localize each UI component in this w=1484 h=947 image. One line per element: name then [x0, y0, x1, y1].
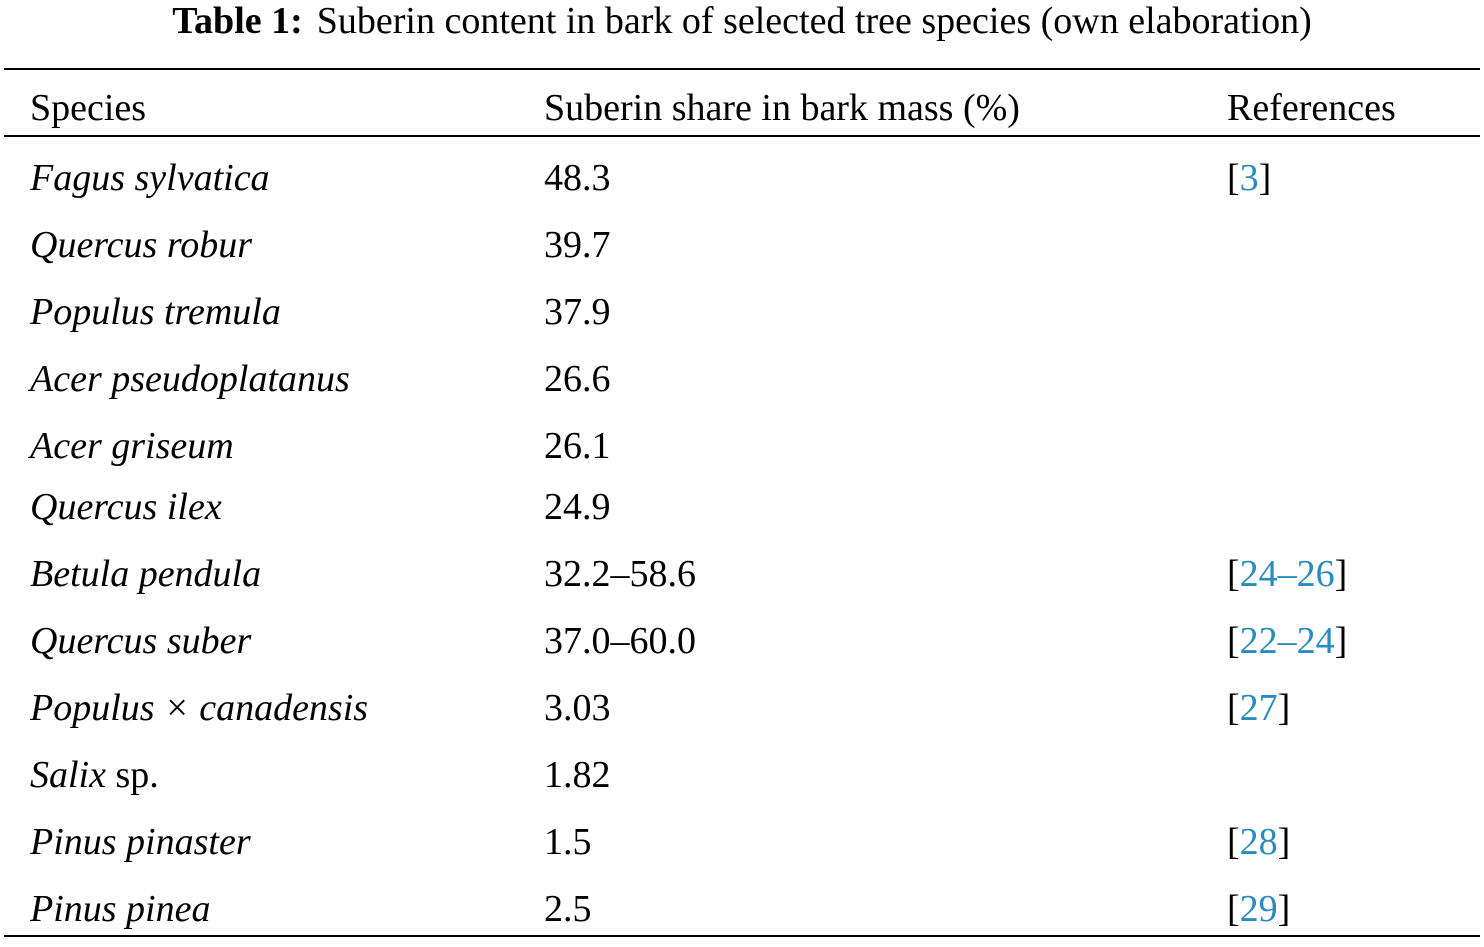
- suberin-share-value: 48.3: [544, 157, 611, 199]
- reference-close-bracket: ]: [1277, 687, 1291, 729]
- species-name: Acer pseudoplatanus: [30, 358, 350, 400]
- reference-link[interactable]: 26: [1296, 553, 1335, 595]
- suberin-share-value: 3.03: [544, 687, 611, 729]
- suberin-share-value: 2.5: [544, 888, 592, 930]
- reference-link[interactable]: 22: [1239, 620, 1278, 662]
- table-row: Acer pseudoplatanus 26.6: [0, 357, 1484, 417]
- reference-close-bracket: ]: [1258, 157, 1272, 199]
- suberin-share-value: 1.5: [544, 821, 592, 863]
- species-cell: Betula pendula: [30, 552, 261, 596]
- species-name: Acer griseum: [30, 425, 234, 467]
- reference-open-bracket: [: [1227, 157, 1240, 199]
- reference-open-bracket: [: [1227, 888, 1240, 930]
- table-row: Quercus robur 39.7: [0, 223, 1484, 283]
- species-cell: Quercus suber: [30, 619, 251, 663]
- reference-open-bracket: [: [1227, 821, 1240, 863]
- species-name: Fagus sylvatica: [30, 157, 270, 199]
- reference-open-bracket: [: [1227, 553, 1240, 595]
- table-row: Populus tremula 37.9: [0, 290, 1484, 350]
- species-name: Pinus pinea: [30, 888, 211, 930]
- table-row: Pinus pinea 2.5 [29]: [0, 887, 1484, 947]
- table-row: Pinus pinaster 1.5 [28]: [0, 820, 1484, 880]
- suberin-share-value: 37.9: [544, 291, 611, 333]
- reference-range-dash: –: [1277, 553, 1297, 595]
- reference-close-bracket: ]: [1334, 620, 1348, 662]
- reference-open-bracket: [: [1227, 620, 1240, 662]
- species-cell: Pinus pinaster: [30, 820, 251, 864]
- table-row: Quercus ilex 24.9: [0, 485, 1484, 545]
- suberin-share-value: 1.82: [544, 754, 611, 796]
- table-top-rule: [4, 68, 1480, 70]
- table-row: Populus × canadensis 3.03 [27]: [0, 686, 1484, 746]
- species-cell: Pinus pinea: [30, 887, 210, 931]
- column-header-suberin-share: Suberin share in bark mass (%): [544, 87, 1020, 129]
- table-row: Acer griseum 26.1: [0, 424, 1484, 484]
- species-name: Populus × canadensis: [30, 687, 369, 729]
- suberin-share-value: 32.2–58.6: [544, 553, 696, 595]
- reference-link[interactable]: 28: [1239, 821, 1278, 863]
- caption-text: Suberin content in bark of selected tree…: [316, 0, 1312, 42]
- reference-close-bracket: ]: [1334, 553, 1348, 595]
- suberin-share-value: 37.0–60.0: [544, 620, 696, 662]
- reference-cell: [3]: [1227, 156, 1271, 200]
- suberin-share-value: 26.6: [544, 358, 611, 400]
- species-name: Salix: [30, 754, 106, 796]
- species-cell: Acer griseum: [30, 424, 234, 468]
- table-bottom-rule: [4, 935, 1480, 937]
- species-cell: Salix sp.: [30, 753, 159, 797]
- species-cell: Populus × canadensis: [30, 686, 368, 730]
- species-name: Quercus suber: [30, 620, 252, 662]
- species-name: Quercus ilex: [30, 486, 222, 528]
- reference-cell: [27]: [1227, 686, 1290, 730]
- reference-link[interactable]: 27: [1239, 687, 1278, 729]
- suberin-share-value: 39.7: [544, 224, 611, 266]
- table-header-rule: [4, 135, 1480, 137]
- species-name: Pinus pinaster: [30, 821, 251, 863]
- species-cell: Acer pseudoplatanus: [30, 357, 350, 401]
- reference-close-bracket: ]: [1277, 888, 1291, 930]
- table-caption: Table 1: Suberin content in bark of selec…: [0, 0, 1484, 50]
- reference-cell: [29]: [1227, 887, 1290, 931]
- species-name: Populus tremula: [30, 291, 281, 333]
- reference-cell: [24–26]: [1227, 552, 1347, 596]
- species-cell: Populus tremula: [30, 290, 281, 334]
- reference-link[interactable]: 24: [1296, 620, 1335, 662]
- reference-link[interactable]: 3: [1239, 157, 1259, 199]
- reference-link[interactable]: 24: [1239, 553, 1278, 595]
- species-suffix: sp.: [105, 754, 159, 796]
- reference-cell: [28]: [1227, 820, 1290, 864]
- reference-link[interactable]: 29: [1239, 888, 1278, 930]
- table-row: Betula pendula 32.2–58.6 [24–26]: [0, 552, 1484, 612]
- table-row: Salix sp. 1.82: [0, 753, 1484, 813]
- species-name: Quercus robur: [30, 224, 253, 266]
- species-name: Betula pendula: [30, 553, 262, 595]
- suberin-share-value: 24.9: [544, 486, 611, 528]
- column-header-species: Species: [30, 87, 147, 129]
- suberin-share-value: 26.1: [544, 425, 611, 467]
- species-cell: Fagus sylvatica: [30, 156, 270, 200]
- reference-cell: [22–24]: [1227, 619, 1347, 663]
- caption-label: Table 1:: [172, 0, 303, 42]
- species-cell: Quercus robur: [30, 223, 252, 267]
- table-row: Fagus sylvatica 48.3 [3]: [0, 156, 1484, 216]
- reference-open-bracket: [: [1227, 687, 1240, 729]
- species-cell: Quercus ilex: [30, 485, 222, 529]
- table-header-row: Species Suberin share in bark mass (%) R…: [0, 86, 1484, 146]
- column-header-references: References: [1227, 87, 1396, 129]
- reference-range-dash: –: [1277, 620, 1297, 662]
- table-row: Quercus suber 37.0–60.0 [22–24]: [0, 619, 1484, 679]
- reference-close-bracket: ]: [1277, 821, 1291, 863]
